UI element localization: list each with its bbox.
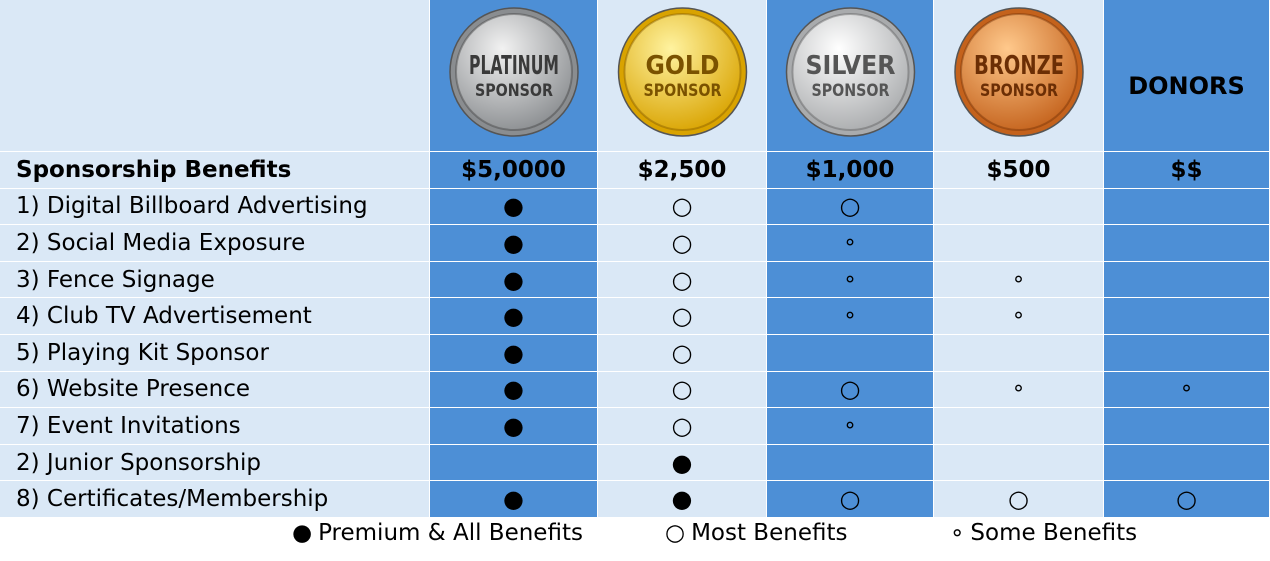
benefit-mark: ∘	[1104, 371, 1270, 409]
benefit-mark: ∘	[934, 261, 1104, 299]
benefit-label: 6) Website Presence	[0, 371, 430, 409]
benefit-mark: ●	[430, 481, 598, 518]
benefit-mark: ○	[598, 188, 767, 226]
benefit-mark	[934, 408, 1104, 445]
legend-item: ● Premium & All Benefits	[292, 520, 583, 546]
benefit-mark: ○	[767, 481, 934, 518]
benefit-mark: ∘	[934, 371, 1104, 409]
benefit-mark: ○	[598, 225, 767, 262]
tier-price: $2,500	[598, 152, 767, 189]
benefit-mark: ●	[430, 408, 598, 445]
benefit-mark	[767, 444, 934, 482]
benefit-mark: ∘	[767, 298, 934, 335]
legend-symbol: ○	[665, 520, 686, 546]
benefit-mark: ○	[598, 408, 767, 445]
legend-label: Some Benefits	[970, 520, 1138, 546]
benefit-mark: ∘	[767, 261, 934, 299]
legend-label: Premium & All Benefits	[318, 520, 583, 546]
benefit-mark	[934, 225, 1104, 262]
benefit-mark	[1104, 408, 1270, 445]
benefit-label: 8) Certificates/Membership	[0, 481, 430, 518]
table-header: Sponsorship Benefits	[0, 152, 430, 189]
benefit-label: 5) Playing Kit Sponsor	[0, 335, 430, 372]
benefit-mark: ●	[430, 261, 598, 299]
tier-header: PLATINUM SPONSOR	[430, 0, 598, 152]
benefit-mark: ●	[430, 188, 598, 226]
legend-item: ○ Most Benefits	[665, 520, 847, 546]
benefit-mark	[934, 444, 1104, 482]
medal-text: SPONSOR	[475, 81, 553, 101]
medal-text: PLATINUM	[469, 51, 559, 81]
benefit-mark: ○	[934, 481, 1104, 518]
benefit-mark	[1104, 335, 1270, 372]
benefit-mark: ○	[1104, 481, 1270, 518]
benefit-mark: ○	[767, 188, 934, 226]
legend-item: ∘ Some Benefits	[950, 520, 1137, 546]
benefit-mark: ∘	[934, 298, 1104, 335]
tier-price: $$	[1104, 152, 1270, 189]
benefit-label: 2) Social Media Exposure	[0, 225, 430, 262]
benefit-mark: ●	[430, 371, 598, 409]
medal-text: BRONZE	[974, 51, 1064, 81]
benefit-label: 4) Club TV Advertisement	[0, 298, 430, 335]
tier-header: DONORS	[1104, 0, 1270, 152]
benefit-label: 3) Fence Signage	[0, 261, 430, 299]
benefit-mark	[1104, 444, 1270, 482]
benefit-label: 2) Junior Sponsorship	[0, 444, 430, 482]
benefit-label: 1) Digital Billboard Advertising	[0, 188, 430, 226]
benefit-mark: ○	[598, 261, 767, 299]
tier-price: $500	[934, 152, 1104, 189]
benefit-mark: ○	[598, 335, 767, 372]
benefit-mark: ∘	[767, 408, 934, 445]
benefit-mark	[1104, 261, 1270, 299]
benefit-mark	[934, 188, 1104, 226]
benefit-mark: ●	[598, 444, 767, 482]
tier-header: GOLD SPONSOR	[598, 0, 767, 152]
legend-symbol: ●	[292, 520, 313, 546]
tier-price: $5,0000	[430, 152, 598, 189]
benefit-mark: ○	[598, 298, 767, 335]
medal-text: SPONSOR	[644, 81, 722, 101]
medal-text: SPONSOR	[812, 81, 890, 101]
legend-symbol: ∘	[950, 520, 965, 546]
benefit-label: 7) Event Invitations	[0, 408, 430, 445]
tier-header: BRONZE SPONSOR	[934, 0, 1104, 152]
medal-text: GOLD	[646, 51, 720, 81]
benefit-mark	[1104, 298, 1270, 335]
legend-label: Most Benefits	[691, 520, 848, 546]
benefit-mark: ∘	[767, 225, 934, 262]
benefit-mark: ●	[598, 481, 767, 518]
header-blank	[0, 0, 430, 152]
tier-price: $1,000	[767, 152, 934, 189]
benefit-mark	[1104, 225, 1270, 262]
benefit-mark	[767, 335, 934, 372]
benefit-mark: ○	[598, 371, 767, 409]
benefit-mark: ●	[430, 298, 598, 335]
tier-header: SILVER SPONSOR	[767, 0, 934, 152]
benefit-mark: ○	[767, 371, 934, 409]
medal-text: SPONSOR	[980, 81, 1058, 101]
benefit-mark: ●	[430, 225, 598, 262]
benefit-mark: ●	[430, 335, 598, 372]
medal-text: SILVER	[806, 51, 896, 81]
benefit-mark	[934, 335, 1104, 372]
benefit-mark	[1104, 188, 1270, 226]
benefit-mark	[430, 444, 598, 482]
